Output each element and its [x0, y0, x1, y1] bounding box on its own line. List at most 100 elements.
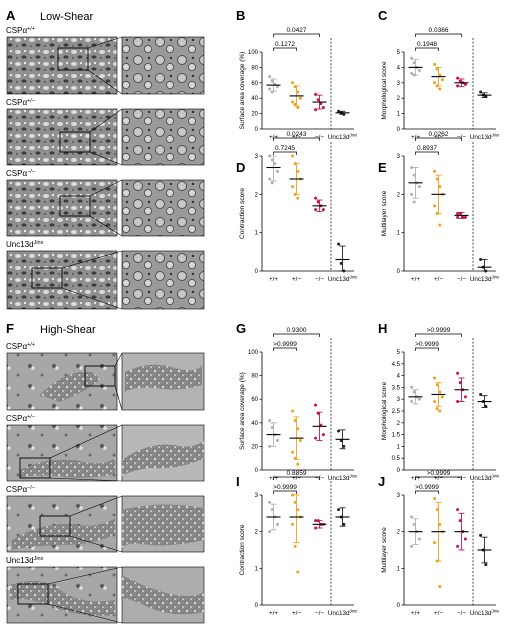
data-point [433, 376, 437, 380]
data-point [433, 497, 437, 501]
data-point [461, 215, 465, 219]
y-tick-label: 3 [255, 154, 259, 160]
panel-letter: E [378, 160, 387, 175]
chart-panel-h: H 0 0.5 1 1.5 2 2.5 3 3.5 4 4.5 5 Morphological scor… [378, 321, 500, 482]
y-tick-label: 4 [397, 65, 401, 71]
y-tick-label: 0 [255, 127, 259, 133]
data-point [268, 75, 272, 79]
p-value-label: 0.0262 [429, 131, 449, 138]
data-point [293, 85, 297, 89]
data-point [456, 400, 460, 404]
data-point [293, 192, 297, 196]
data-point [463, 215, 467, 219]
data-point [296, 90, 300, 94]
zoom-region [19, 457, 51, 479]
data-point [412, 522, 416, 526]
data-point [293, 456, 297, 460]
platelet-aggregate [20, 458, 115, 478]
p-value-label: 0.0366 [429, 27, 449, 34]
zoom-region [57, 47, 89, 71]
data-point [412, 61, 416, 65]
zoom-region [59, 131, 91, 153]
data-point [321, 433, 325, 437]
significance-bracket [273, 151, 297, 155]
data-point [412, 200, 416, 204]
p-value-label: 0.0243 [287, 131, 307, 138]
data-point [435, 67, 439, 71]
significance-bracket [415, 33, 462, 37]
zoom-region [39, 515, 71, 537]
zoom-line [87, 69, 123, 95]
data-point [291, 493, 295, 497]
zoom-line [69, 495, 123, 517]
y-tick-label: 0 [255, 603, 259, 609]
data-point [463, 82, 467, 86]
data-point [275, 522, 279, 526]
panel-letter: H [378, 321, 387, 336]
x-tick-label: Unc13dJinx [328, 474, 358, 483]
significance-bracket [273, 47, 297, 51]
y-tick-label: 2 [397, 530, 401, 536]
panel-letter: D [236, 160, 245, 175]
zoom-region [84, 365, 116, 387]
y-tick-label: 2 [397, 192, 401, 198]
p-value-label: 0.0427 [287, 27, 307, 34]
data-point [440, 78, 444, 82]
data-point [314, 196, 318, 200]
y-tick-label: 4.5 [392, 362, 401, 368]
data-point [293, 162, 297, 166]
x-tick-label: Unc13dJinx [328, 275, 358, 284]
chart-panel-e: E 0 1 2 3 Multilayer score +/+ +/− −/− Unc13dJinx… [378, 131, 500, 283]
micrograph-zoom [121, 108, 205, 166]
data-point [412, 73, 416, 77]
data-point [458, 519, 462, 523]
significance-bracket [415, 151, 439, 155]
data-point [484, 563, 488, 567]
panel-letter: J [378, 474, 385, 489]
data-point [293, 500, 297, 504]
significance-bracket [273, 490, 297, 494]
y-tick-label: 2 [255, 192, 259, 198]
x-tick-label: Unc13dJinx [470, 133, 500, 142]
significance-bracket [273, 333, 320, 337]
y-axis-label: Contraction score [239, 188, 246, 239]
data-point [291, 154, 295, 158]
data-point [417, 185, 421, 189]
data-point [435, 559, 439, 563]
x-tick-label: +/− [434, 134, 443, 141]
data-point [456, 544, 460, 548]
y-tick-label: 3 [397, 154, 401, 160]
data-point [293, 418, 297, 422]
data-point [268, 154, 272, 158]
y-tick-label: 80 [251, 374, 258, 380]
micrograph-zoom [121, 36, 205, 95]
y-tick-label: 4 [397, 374, 401, 380]
data-point [484, 95, 488, 99]
data-point [484, 269, 488, 273]
y-tick-label: 1 [255, 566, 259, 572]
data-point [270, 90, 274, 94]
y-axis-label: Contraction score [239, 524, 246, 575]
zoom-line [69, 535, 123, 553]
data-point [270, 79, 274, 83]
platelet-aggregate [125, 364, 202, 392]
significance-bracket [273, 137, 320, 141]
data-point [268, 177, 272, 181]
data-point [438, 185, 442, 189]
data-point [463, 537, 467, 541]
x-tick-label: −/− [457, 134, 466, 141]
data-point [291, 100, 295, 104]
chart-panel-g: G 0 20 40 60 80 100 Surface area coverage (%) +/… [236, 321, 358, 482]
data-point [410, 192, 414, 196]
data-point [296, 169, 300, 173]
data-point [342, 522, 346, 526]
genotype-label: Unc13dJinx [6, 556, 44, 565]
data-point [296, 462, 300, 466]
data-point [440, 395, 444, 399]
y-tick-label: 3 [397, 493, 401, 499]
data-point [314, 92, 318, 96]
y-tick-label: 5 [397, 350, 401, 356]
p-value-label: 0.1948 [417, 41, 437, 48]
